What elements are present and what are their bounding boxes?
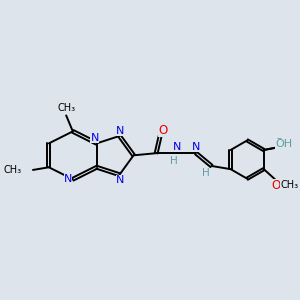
Text: N: N xyxy=(116,175,124,185)
Text: OH: OH xyxy=(275,139,292,148)
Text: N: N xyxy=(116,126,124,136)
Text: H: H xyxy=(281,141,290,151)
Text: O: O xyxy=(158,124,167,137)
Text: O: O xyxy=(274,138,283,148)
Text: CH₃: CH₃ xyxy=(280,180,298,190)
Text: CH₃: CH₃ xyxy=(57,103,75,113)
Text: N: N xyxy=(64,174,72,184)
Text: CH₃: CH₃ xyxy=(4,165,22,175)
Text: N: N xyxy=(192,142,200,152)
Text: N: N xyxy=(173,142,181,152)
Text: H: H xyxy=(202,168,209,178)
Text: H: H xyxy=(170,156,178,166)
Text: O: O xyxy=(272,178,281,192)
Text: N: N xyxy=(90,133,99,142)
